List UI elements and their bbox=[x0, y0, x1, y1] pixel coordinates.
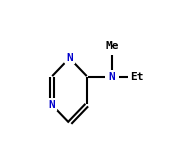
Bar bbox=[104, 40, 120, 51]
Text: Me: Me bbox=[105, 41, 119, 51]
Text: N: N bbox=[109, 72, 115, 82]
Bar bbox=[65, 53, 74, 63]
Bar bbox=[108, 71, 116, 82]
Text: Et: Et bbox=[130, 72, 144, 82]
Bar bbox=[129, 71, 145, 82]
Text: N: N bbox=[66, 53, 73, 63]
Bar bbox=[47, 99, 56, 110]
Text: N: N bbox=[48, 99, 55, 109]
